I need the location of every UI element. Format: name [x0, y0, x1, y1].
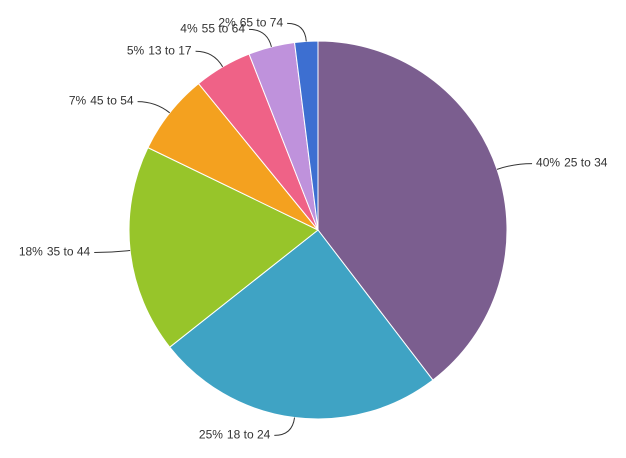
leader-line [287, 22, 307, 42]
slice-label: 40% 25 to 34 [536, 156, 608, 170]
slice-percent: 4% [180, 22, 198, 36]
slice-category: 35 to 44 [47, 245, 91, 259]
leader-line [94, 250, 131, 253]
slice-category: 18 to 24 [227, 428, 271, 442]
slice-label: 2% 65 to 74 [218, 16, 283, 30]
slice-label: 18% 35 to 44 [19, 245, 91, 259]
leader-line [195, 50, 224, 68]
slice-percent: 40% [536, 156, 560, 170]
slice-category: 25 to 34 [564, 156, 608, 170]
slice-percent: 5% [127, 43, 145, 57]
pie-slice [317, 40, 508, 381]
slice-percent: 18% [19, 245, 43, 259]
slice-category: 45 to 54 [90, 94, 134, 108]
leader-line [137, 101, 171, 114]
slice-percent: 7% [69, 94, 87, 108]
slice-label: 25% 18 to 24 [199, 428, 271, 442]
pie-slice [169, 229, 434, 420]
slice-category: 13 to 17 [148, 43, 192, 57]
leader-line [249, 28, 272, 47]
slice-category: 65 to 74 [240, 16, 284, 30]
slice-percent: 2% [218, 16, 236, 30]
pie-slice [128, 146, 319, 348]
slice-label: 7% 45 to 54 [69, 94, 134, 108]
slice-category: 55 to 64 [202, 22, 246, 36]
leader-line [274, 417, 296, 436]
slice-label: 4% 55 to 64 [180, 22, 245, 36]
slice-percent: 25% [199, 428, 223, 442]
leader-line [496, 163, 533, 170]
slice-label: 5% 13 to 17 [127, 43, 192, 57]
